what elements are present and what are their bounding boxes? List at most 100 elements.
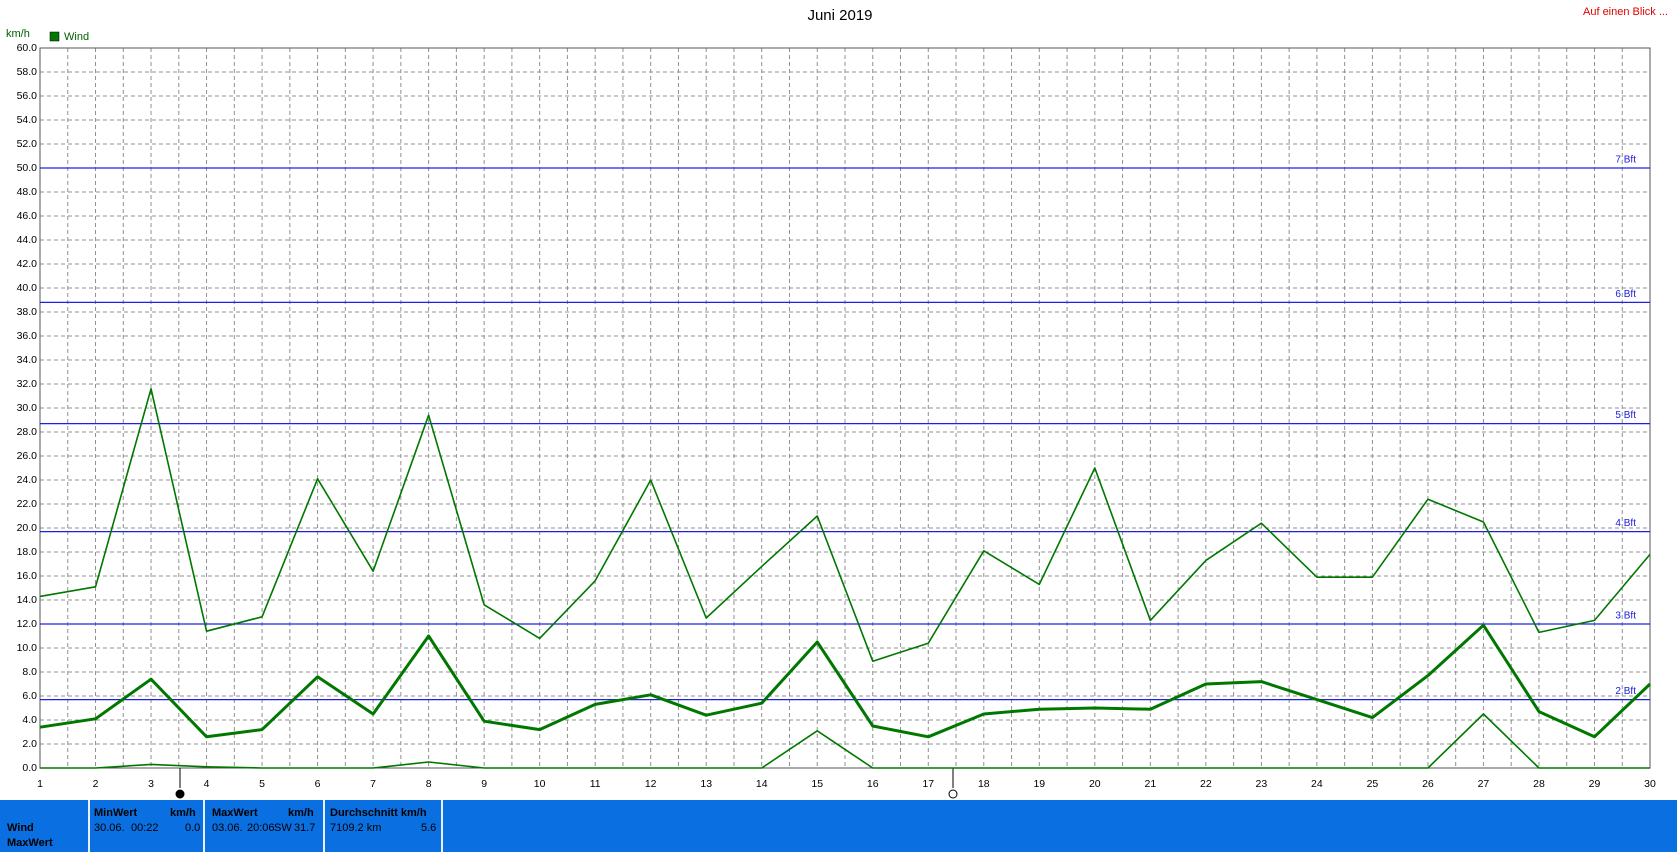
- y-tick-label: 46.0: [17, 210, 38, 222]
- separator: [203, 800, 205, 852]
- y-tick-label: 24.0: [17, 474, 38, 486]
- x-tick-label: 29: [1589, 778, 1601, 790]
- y-tick-label: 4.0: [22, 714, 37, 726]
- time: 00:22: [131, 822, 159, 834]
- line: [39, 623, 1652, 739]
- date: 30.06.: [94, 822, 125, 834]
- y-tick-label: 40.0: [17, 282, 38, 294]
- separator: [441, 800, 443, 852]
- y-tick-label: 18.0: [17, 546, 38, 558]
- y-tick-label: 58.0: [17, 66, 38, 78]
- x-tick-label: 24: [1311, 778, 1323, 790]
- unit: km/h: [170, 807, 196, 819]
- plot-frame: [39, 47, 1651, 769]
- y-tick-label: 14.0: [17, 594, 38, 606]
- header: MinWert: [94, 807, 138, 819]
- x-tick-label: 25: [1367, 778, 1379, 790]
- reference-label: 3 Bft: [1615, 611, 1636, 622]
- chart-title: Juni 2019: [807, 7, 872, 24]
- y-tick-label: 50.0: [17, 162, 38, 174]
- unit: km/h: [288, 807, 314, 819]
- x-tick-label: 15: [811, 778, 823, 790]
- y-axis-label: km/h: [6, 28, 30, 40]
- x-tick-label: 2: [93, 778, 99, 790]
- link[interactable]: Auf einen Blick ...: [1583, 6, 1668, 18]
- y-tick-label: 36.0: [17, 330, 38, 342]
- x-tick-label: 22: [1200, 778, 1212, 790]
- distance: 7109.2 km: [330, 822, 382, 834]
- separator: [88, 800, 90, 852]
- y-tick-label: 28.0: [17, 426, 38, 438]
- y-tick-label: 22.0: [17, 498, 38, 510]
- x-tick-label: 18: [978, 778, 990, 790]
- x-tick-label: 3: [148, 778, 154, 790]
- x-tick-label: 6: [315, 778, 321, 790]
- value: 31.7: [294, 822, 316, 834]
- x-tick-label: 23: [1256, 778, 1268, 790]
- time: 20:06: [247, 822, 275, 834]
- y-tick-label: 34.0: [17, 354, 38, 366]
- x-tick-label: 10: [534, 778, 546, 790]
- value: 5.6: [421, 822, 437, 834]
- x-tick-label: 20: [1089, 778, 1101, 790]
- moon-full-icon: [175, 789, 185, 799]
- x-tick-label: 28: [1533, 778, 1545, 790]
- line: [40, 713, 1650, 769]
- reference-label: 7 Bft: [1615, 155, 1636, 166]
- y-tick-label: 2.0: [22, 738, 37, 750]
- y-tick-label: 38.0: [17, 306, 38, 318]
- row-label: MaxWert: [7, 837, 53, 849]
- x-tick-label: 16: [867, 778, 879, 790]
- summary-panel: Wind MaxWert MinWert km/h 30.06. 00:22 0…: [0, 800, 1677, 852]
- x-tick-label: 21: [1145, 778, 1157, 790]
- x-tick-label: 19: [1033, 778, 1045, 790]
- x-tick-label: 26: [1422, 778, 1434, 790]
- y-tick-label: 32.0: [17, 378, 38, 390]
- y-tick-label: 44.0: [17, 234, 38, 246]
- y-tick-label: 12.0: [17, 618, 38, 630]
- x-tick-label: 9: [481, 778, 487, 790]
- x-tick-label: 27: [1478, 778, 1490, 790]
- y-tick-label: 52.0: [17, 138, 38, 150]
- y-tick-label: 0.0: [22, 762, 37, 774]
- value: 0.0: [185, 822, 201, 834]
- y-tick-label: 10.0: [17, 642, 38, 654]
- moon-new-icon: [948, 789, 958, 799]
- y-tick-label: 60.0: [17, 42, 38, 54]
- x-tick-label: 5: [259, 778, 265, 790]
- header: Durchschnitt km/h: [330, 807, 427, 819]
- y-tick-label: 6.0: [22, 690, 37, 702]
- y-tick-label: 26.0: [17, 450, 38, 462]
- x-tick-label: 12: [645, 778, 657, 790]
- x-tick-label: 1: [37, 778, 43, 790]
- x-tick-label: 17: [922, 778, 934, 790]
- header: MaxWert: [212, 807, 258, 819]
- y-tick-label: 48.0: [17, 186, 38, 198]
- line: [39, 388, 1651, 662]
- reference-label: 5 Bft: [1615, 410, 1636, 421]
- x-tick-label: 8: [426, 778, 432, 790]
- y-tick-label: 56.0: [17, 90, 38, 102]
- y-tick-label: 16.0: [17, 570, 38, 582]
- reference-label: 4 Bft: [1615, 518, 1636, 529]
- x-tick-label: 11: [590, 778, 601, 790]
- legend-swatch: [49, 31, 60, 42]
- x-tick-label: 30: [1644, 778, 1656, 790]
- reference-label: 6 Bft: [1615, 289, 1636, 300]
- date: 03.06.: [212, 822, 243, 834]
- x-tick-label: 14: [756, 778, 768, 790]
- chart: Juni 2019 km/h Wind Auf einen Blick ... …: [6, 6, 1668, 799]
- y-tick-label: 20.0: [17, 522, 38, 534]
- legend-label: Wind: [64, 31, 89, 43]
- y-tick-label: 42.0: [17, 258, 38, 270]
- reference-label: 2 Bft: [1615, 686, 1636, 697]
- direction: SW: [274, 822, 292, 834]
- x-tick-label: 13: [700, 778, 712, 790]
- x-tick-label: 4: [204, 778, 210, 790]
- y-tick-label: 8.0: [22, 666, 37, 678]
- separator: [323, 800, 325, 852]
- grid: [39, 47, 1651, 769]
- y-tick-label: 30.0: [17, 402, 38, 414]
- y-tick-label: 54.0: [17, 114, 38, 126]
